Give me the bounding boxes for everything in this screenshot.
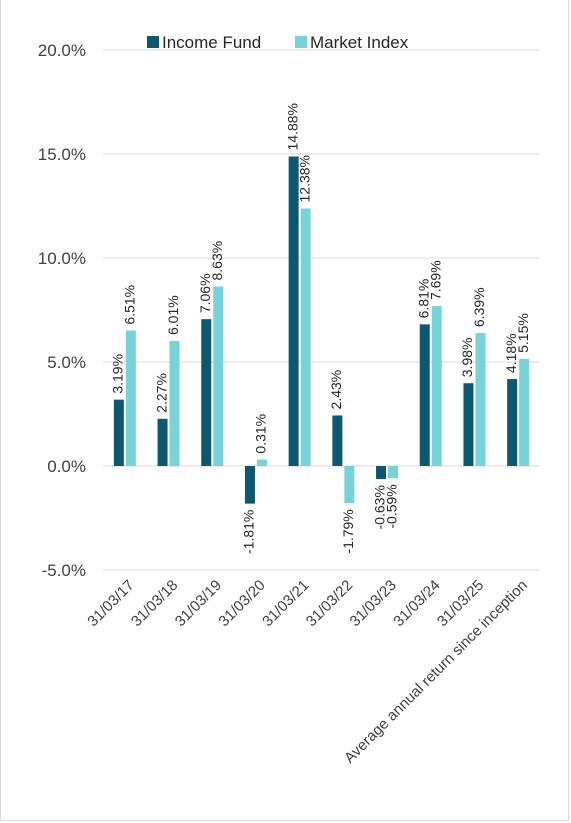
- y-tick-label: 5.0%: [47, 353, 86, 372]
- legend: Income Fund Market Index: [147, 33, 409, 52]
- data-label: -0.63%: [372, 485, 388, 529]
- bar: [388, 466, 399, 479]
- legend-label: Market Index: [310, 33, 409, 52]
- data-label: 3.19%: [110, 354, 126, 394]
- data-label: 8.63%: [209, 241, 225, 281]
- data-labels: 3.19% 2.27% 7.06% -1.81% 14.88% 2.43% -0.63% 6.…: [110, 103, 531, 554]
- category-labels: 31/03/1731/03/1831/03/1931/03/2031/03/21…: [84, 577, 531, 767]
- bar: [332, 415, 343, 466]
- data-label: 7.06%: [197, 273, 213, 313]
- data-label: 5.15%: [515, 313, 531, 353]
- data-label: 6.81%: [415, 279, 431, 319]
- category-label: 31/03/21: [259, 577, 312, 630]
- data-label: 0.31%: [253, 414, 269, 454]
- bar: [288, 156, 299, 466]
- legend-label: Income Fund: [162, 33, 261, 52]
- data-label: 2.27%: [153, 373, 169, 413]
- data-label: -1.81%: [241, 510, 257, 554]
- data-label: -0.59%: [384, 484, 400, 528]
- bar: [157, 418, 168, 466]
- category-label: 31/03/24: [390, 577, 443, 630]
- bar: [300, 208, 311, 466]
- bar: [169, 340, 180, 466]
- bar: [125, 330, 136, 466]
- bar: [244, 466, 255, 504]
- data-label: 3.98%: [459, 338, 475, 378]
- bar: [376, 466, 387, 480]
- category-label: 31/03/20: [215, 577, 268, 630]
- y-tick-label: -5.0%: [42, 561, 86, 580]
- y-tick-label: 10.0%: [38, 249, 86, 268]
- category-label: 31/03/19: [172, 577, 225, 630]
- data-label: 6.51%: [122, 285, 138, 325]
- bar: [344, 466, 355, 504]
- bar: [519, 358, 530, 466]
- data-label: 14.88%: [284, 103, 300, 150]
- data-label: 4.18%: [503, 333, 519, 373]
- category-label: 31/03/23: [347, 577, 400, 630]
- legend-swatch: [295, 36, 307, 48]
- bar: [113, 399, 124, 466]
- y-axis-ticks: 20.0% 15.0% 10.0% 5.0% 0.0% -5.0%: [38, 41, 86, 580]
- data-label: 2.43%: [328, 370, 344, 410]
- bar: [463, 383, 474, 466]
- bar: [507, 379, 518, 466]
- y-tick-label: 20.0%: [38, 41, 86, 60]
- bar: [431, 306, 442, 466]
- bar: [201, 319, 212, 466]
- data-label: 7.69%: [427, 260, 443, 300]
- y-tick-label: 0.0%: [47, 457, 86, 476]
- category-label: 31/03/17: [84, 577, 137, 630]
- data-label: 6.01%: [165, 295, 181, 335]
- legend-swatch: [147, 36, 159, 48]
- bars: [113, 156, 530, 504]
- bar: [419, 324, 430, 466]
- data-label: 6.39%: [471, 287, 487, 327]
- data-label: 12.38%: [296, 155, 312, 202]
- category-label: 31/03/22: [303, 577, 356, 630]
- bar: [475, 333, 486, 466]
- y-tick-label: 15.0%: [38, 145, 86, 164]
- category-label: 31/03/18: [128, 577, 181, 630]
- bar: [256, 459, 267, 466]
- bar: [213, 286, 224, 466]
- data-label: -1.79%: [340, 509, 356, 553]
